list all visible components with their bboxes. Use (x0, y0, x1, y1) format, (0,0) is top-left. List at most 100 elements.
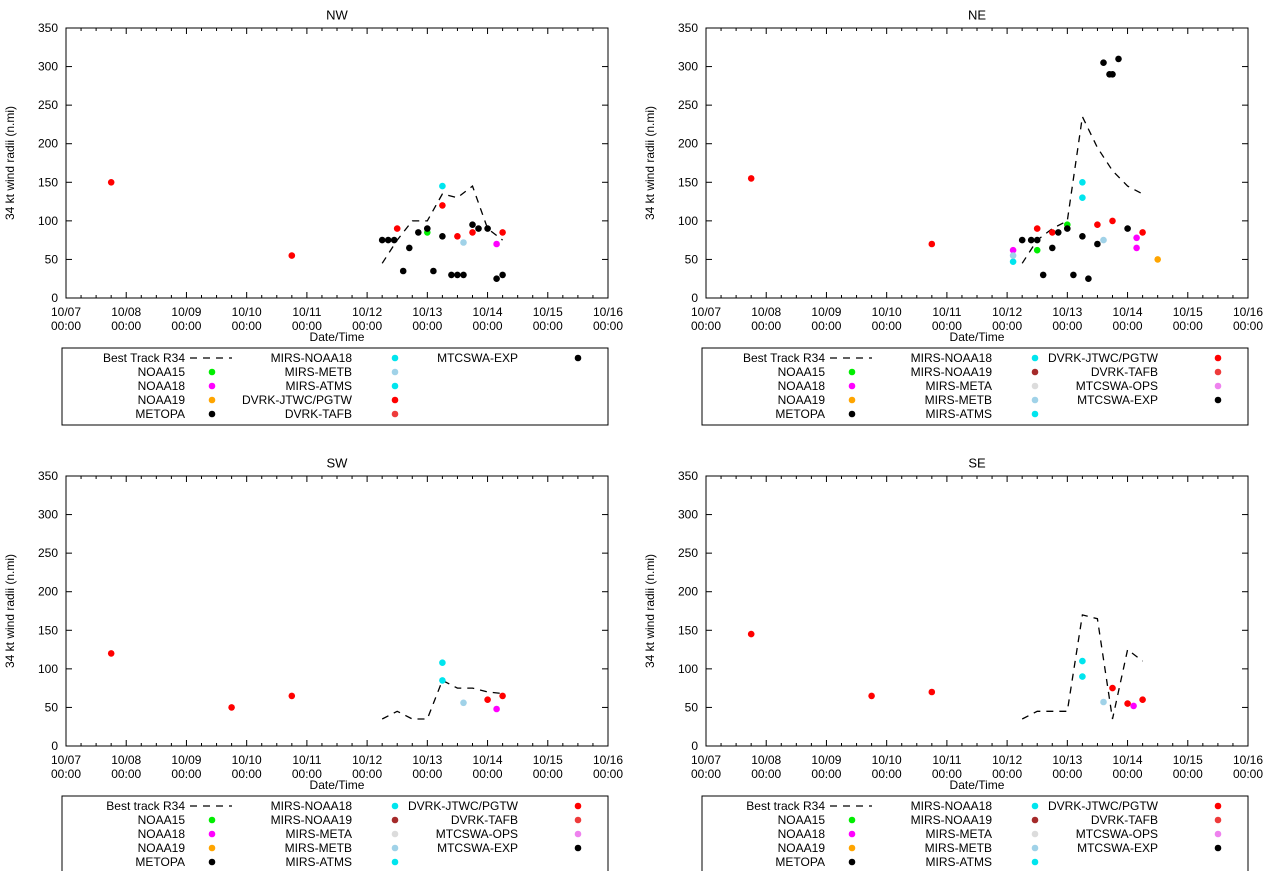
data-point-metopa (415, 229, 422, 236)
legend-dot-symbol (1031, 354, 1039, 362)
x-tick-time-label: 00:00 (352, 319, 382, 333)
legend-label: MTCSWA-EXP (1077, 393, 1158, 407)
data-point-noaa18 (1133, 244, 1140, 252)
x-tick-date-label: 10/15 (533, 305, 563, 319)
legend-dot-symbol (391, 802, 399, 810)
x-tick-date-label: 10/08 (111, 305, 141, 319)
legend-label: Best track R34 (746, 799, 825, 813)
data-point-metopa (1055, 229, 1062, 236)
y-tick-label: 250 (678, 98, 698, 112)
data-point-mirs-noaa18 (439, 659, 446, 666)
x-tick-time-label: 00:00 (533, 767, 563, 781)
y-tick-label: 250 (678, 546, 698, 560)
legend-dot-symbol (1214, 368, 1222, 376)
legend-dot-symbol (391, 396, 399, 404)
legend-dot-symbol (574, 354, 582, 362)
legend-dot-symbol (848, 816, 856, 824)
legend-label: MTCSWA-EXP (437, 841, 518, 855)
data-point-metopa (378, 236, 386, 244)
legend-dot-symbol (1031, 830, 1039, 838)
legend-label: MIRS-ATMS (286, 855, 352, 869)
data-point-metopa (384, 236, 392, 244)
legend-box (701, 347, 1249, 426)
legend-dot-symbol (208, 368, 216, 376)
y-tick-label: 50 (685, 252, 699, 266)
y-tick-label: 150 (38, 623, 58, 637)
x-tick-date-label: 10/15 (1173, 305, 1203, 319)
legend-label: MIRS-META (286, 827, 352, 841)
legend-label: MIRS-NOAA18 (911, 351, 993, 365)
legend-label: NOAA15 (778, 365, 826, 379)
legend-dot-symbol (848, 844, 856, 852)
x-tick-date-label: 10/15 (1173, 753, 1203, 767)
legend-dot-symbol (1214, 382, 1222, 390)
y-tick-label: 200 (678, 585, 698, 599)
y-tick-label: 0 (691, 291, 698, 305)
y-tick-label: 300 (678, 508, 698, 522)
legend-dot-symbol (1214, 354, 1222, 362)
data-point-metopa (1124, 225, 1131, 232)
x-tick-time-label: 00:00 (751, 319, 781, 333)
legend-dot-symbol (208, 410, 216, 418)
x-tick-date-label: 10/08 (111, 753, 141, 767)
x-tick-date-label: 10/11 (932, 305, 961, 319)
y-tick-label: 0 (51, 291, 58, 305)
data-point-mirs-metb (1100, 698, 1107, 706)
data-point-noaa18 (493, 240, 500, 248)
legend-label: METOPA (775, 407, 825, 421)
x-tick-time-label: 00:00 (473, 767, 503, 781)
data-point-dvrk-jtwc-pgtw (107, 650, 115, 657)
legend-dot-symbol (208, 396, 216, 404)
data-point-noaa19 (1154, 256, 1161, 263)
legend-dot-symbol (208, 382, 216, 390)
y-tick-label: 300 (678, 60, 698, 74)
legend-dot-symbol (574, 844, 582, 852)
x-tick-time-label: 00:00 (1233, 767, 1263, 781)
data-point-mirs-noaa18 (1079, 179, 1086, 186)
y-axis-label: 34 kt wind radii (n.mi) (3, 554, 17, 668)
legend-label: NOAA15 (138, 365, 186, 379)
legend-label: MIRS-NOAA18 (271, 351, 353, 365)
x-axis-label: Date/Time (950, 330, 1005, 344)
legend-label: DVRK-JTWC/PGTW (408, 799, 519, 813)
y-tick-label: 250 (38, 98, 58, 112)
data-point-metopa (454, 271, 461, 279)
x-tick-date-label: 10/09 (811, 305, 841, 319)
data-point-noaa18 (1130, 702, 1137, 710)
data-point-noaa18 (1133, 234, 1140, 242)
legend-label: NOAA18 (778, 379, 826, 393)
data-point-metopa (1033, 236, 1041, 244)
x-tick-time-label: 00:00 (111, 319, 141, 333)
legend-label: NOAA18 (138, 379, 186, 393)
x-tick-date-label: 10/07 (51, 305, 81, 319)
data-point-dvrk-jtwc-pgtw (484, 696, 491, 703)
legend-dot-symbol (1214, 816, 1222, 824)
data-point-noaa18 (493, 705, 500, 713)
legend-dot-symbol (1214, 396, 1222, 404)
data-point-mirs-noaa18 (1009, 258, 1017, 266)
legend-dot-symbol (848, 410, 856, 418)
data-point-dvrk-jtwc-pgtw (1109, 217, 1116, 225)
y-axis-label: 34 kt wind radii (n.mi) (643, 106, 657, 220)
data-point-metopa (1064, 225, 1071, 232)
chart-title: SE (968, 456, 986, 471)
legend-label: MTCSWA-EXP (437, 351, 518, 365)
data-point-dvrk-jtwc-pgtw (469, 229, 476, 236)
data-point-dvrk-jtwc-pgtw (107, 179, 115, 186)
data-point-mirs-noaa18 (1079, 657, 1086, 665)
x-tick-time-label: 00:00 (292, 319, 322, 333)
x-tick-date-label: 10/13 (412, 753, 442, 767)
legend-label: METOPA (135, 407, 185, 421)
data-point-mirs-metb (460, 239, 467, 246)
legend-label: Best Track R34 (743, 351, 825, 365)
y-tick-label: 150 (678, 175, 698, 189)
legend-label: MTCSWA-OPS (436, 827, 518, 841)
legend-label: NOAA18 (138, 827, 186, 841)
legend-label: DVRK-TAFB (1091, 365, 1158, 379)
legend-label: DVRK-JTWC/PGTW (242, 393, 353, 407)
data-point-dvrk-jtwc-pgtw (1124, 700, 1131, 707)
legend-dot-symbol (1031, 396, 1039, 404)
x-tick-date-label: 10/12 (352, 753, 382, 767)
legend-dot-symbol (1031, 858, 1039, 866)
